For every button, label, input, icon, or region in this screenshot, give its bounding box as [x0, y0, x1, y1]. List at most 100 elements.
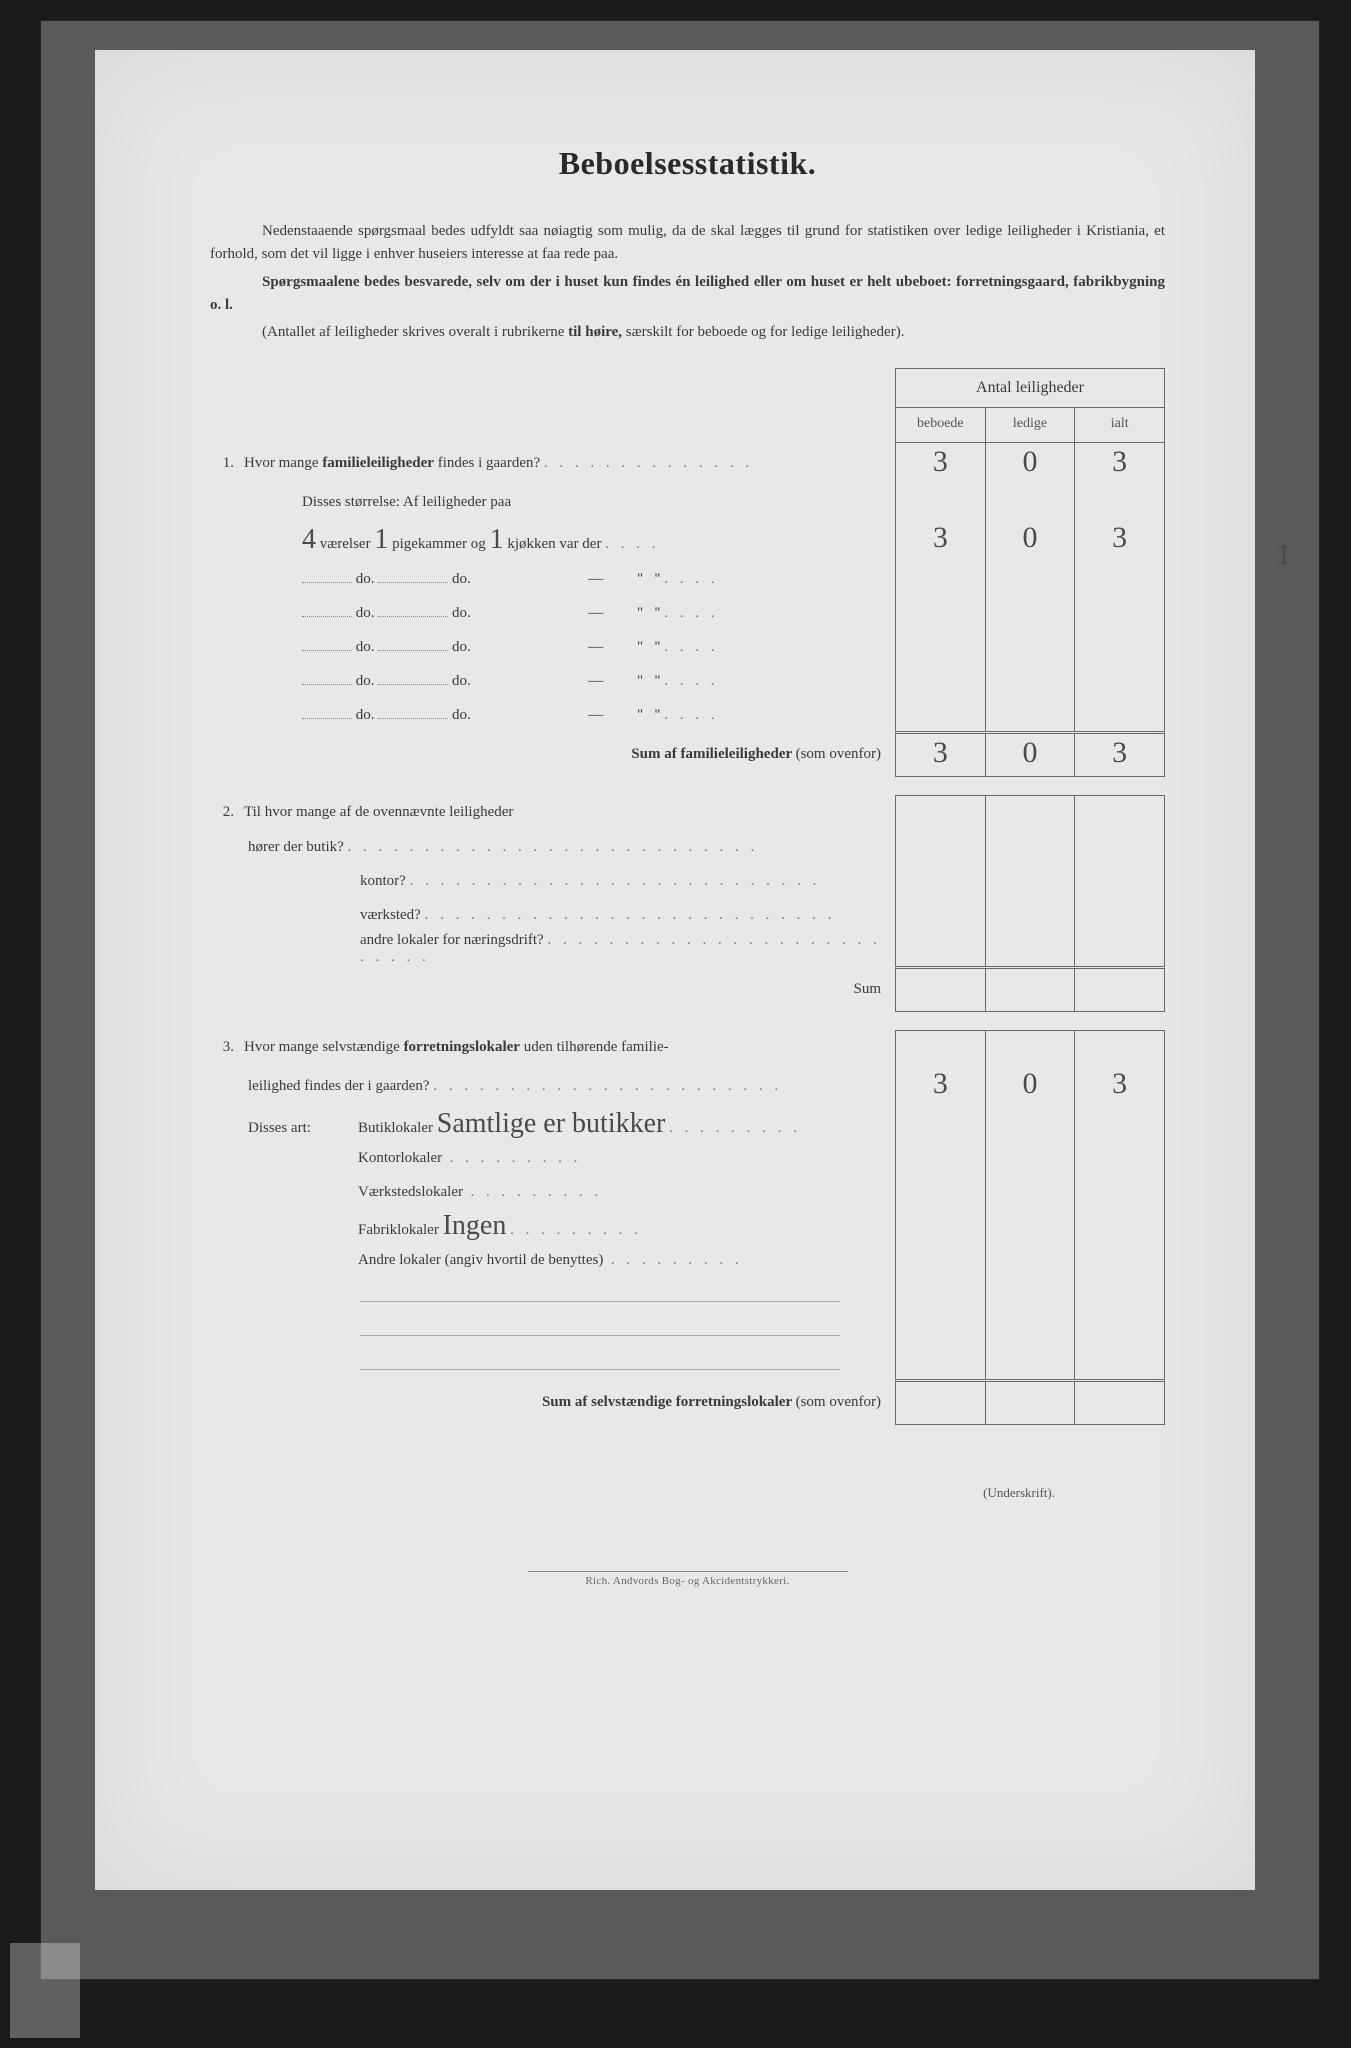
q2-sum-beboede — [896, 969, 986, 1011]
count-header-title: Antal leiligheder — [896, 369, 1164, 408]
q3-beboede: 3 — [896, 1065, 986, 1107]
q2-subrow: kontor? . . . . . . . . . . . . . . . . … — [210, 864, 895, 898]
q1-do-beboede — [896, 663, 986, 697]
q1-ledige: 0 — [986, 443, 1076, 485]
q3-cell — [896, 1277, 986, 1311]
q2-subrow: værksted? . . . . . . . . . . . . . . . … — [210, 898, 895, 932]
q1-label: 1.Hvor mange familieleiligheder findes i… — [210, 442, 895, 485]
q2-subrow: hører der butik? . . . . . . . . . . . .… — [210, 830, 895, 864]
printer-credit: Rich. Andvords Bog- og Akcidentstrykkeri… — [528, 1571, 848, 1587]
q3-cell — [986, 1243, 1076, 1277]
q2-cell — [986, 898, 1076, 932]
col-ledige: ledige — [986, 408, 1076, 442]
q3-cell — [1075, 1277, 1164, 1311]
q3-cell — [896, 1345, 986, 1379]
intro-paragraph-2: Spørgsmaalene bedes besvarede, selv om d… — [210, 271, 1165, 318]
q3-subrow: Andre lokaler (angiv hvortil de benyttes… — [210, 1243, 895, 1277]
q3-label-line1: 3.Hvor mange selvstændige forretningslok… — [210, 1030, 895, 1065]
form-table: Antal leiligheder beboede ledige ialt 1.… — [210, 368, 1165, 1425]
q3-blank-line — [210, 1311, 895, 1345]
q1-r1-beboede: 3 — [896, 519, 986, 561]
q3-blank-line — [210, 1345, 895, 1379]
q1-sum-ialt: 3 — [1075, 734, 1164, 776]
q3-cell — [986, 1311, 1076, 1345]
q3-label-line2: leilighed findes der i gaarden? . . . . … — [210, 1065, 895, 1107]
q3-ialt: 3 — [1075, 1065, 1164, 1107]
q2-cell — [1075, 864, 1164, 898]
q1-size-label: Disses størrelse: Af leiligheder paa — [210, 485, 895, 519]
q1-do-ialt — [1075, 595, 1164, 629]
q3-subrow: Disses art:Butiklokaler Samtlige er buti… — [210, 1107, 895, 1141]
q1-size-row-1: 4 værelser 1 pigekammer og 1 kjøkken var… — [210, 519, 895, 561]
q3-cell — [986, 1175, 1076, 1209]
q3-subrow: Fabriklokaler Ingen . . . . . . . . . — [210, 1209, 895, 1243]
q2-sum-ialt — [1075, 969, 1164, 1011]
q2-cell — [1075, 830, 1164, 864]
q1-sum-label: Sum af familieleiligheder (som ovenfor) — [210, 731, 895, 777]
q3-subrow: Værkstedslokaler . . . . . . . . . — [210, 1175, 895, 1209]
q1-do-beboede — [896, 697, 986, 731]
q1-do-ialt — [1075, 561, 1164, 595]
margin-annotation: 1 — [1276, 538, 1291, 572]
q2-cell — [1075, 932, 1164, 966]
q3-cell — [986, 1345, 1076, 1379]
q1-do-beboede — [896, 561, 986, 595]
q3-cell — [896, 1175, 986, 1209]
q3-cell — [1075, 1175, 1164, 1209]
q1-r1-ialt: 3 — [1075, 519, 1164, 561]
q3-blank-line — [210, 1277, 895, 1311]
q1-do-beboede — [896, 629, 986, 663]
col-ialt: ialt — [1075, 408, 1164, 442]
q1-do-ledige — [986, 595, 1076, 629]
q1-ialt: 3 — [1075, 443, 1164, 485]
q1-do-ledige — [986, 561, 1076, 595]
q3-cell — [986, 1107, 1076, 1141]
q1-do-ledige — [986, 663, 1076, 697]
q1-do-ialt — [1075, 629, 1164, 663]
q1-do-ialt — [1075, 697, 1164, 731]
q3-cell — [986, 1209, 1076, 1243]
q3-cell — [896, 1311, 986, 1345]
q1-do-ledige — [986, 629, 1076, 663]
q3-sum-ialt — [1075, 1382, 1164, 1424]
q2-label: 2.Til hvor mange af de ovennævnte leilig… — [210, 795, 895, 830]
q3-cell — [896, 1107, 986, 1141]
q3-cell — [986, 1141, 1076, 1175]
page-title: Beboelsesstatistik. — [210, 145, 1165, 182]
q3-sum-ledige — [986, 1382, 1076, 1424]
scan-artifact — [10, 1943, 80, 2038]
q3-cell — [896, 1243, 986, 1277]
q3-cell — [1075, 1345, 1164, 1379]
q2-cell — [986, 932, 1076, 966]
q1-r1-ledige: 0 — [986, 519, 1076, 561]
q1-do-ialt — [1075, 663, 1164, 697]
q3-cell — [986, 1277, 1076, 1311]
intro-paragraph-3: (Antallet af leiligheder skrives overalt… — [210, 321, 1165, 344]
q1-do-ledige — [986, 697, 1076, 731]
q3-cell — [1075, 1311, 1164, 1345]
q2-sum-label: Sum — [210, 966, 895, 1012]
document-page: Beboelsesstatistik. Nedenstaaende spørgs… — [95, 50, 1255, 1890]
q2-cell — [896, 898, 986, 932]
q2-cell — [896, 932, 986, 966]
q1-do-row: do. do. — " " . . . . — [210, 663, 895, 697]
q3-cell — [1075, 1243, 1164, 1277]
q2-cell — [896, 830, 986, 864]
q2-sum-ledige — [986, 969, 1076, 1011]
q3-subrow: Kontorlokaler . . . . . . . . . — [210, 1141, 895, 1175]
q2-subrow: andre lokaler for næringsdrift? . . . . … — [210, 932, 895, 966]
q1-do-row: do. do. — " " . . . . — [210, 595, 895, 629]
q1-sum-ledige: 0 — [986, 734, 1076, 776]
col-beboede: beboede — [896, 408, 986, 442]
intro-paragraph-1: Nedenstaaende spørgsmaal bedes udfyldt s… — [210, 220, 1165, 267]
signature-label: (Underskrift). — [210, 1485, 1165, 1501]
q1-do-row: do. do. — " " . . . . — [210, 629, 895, 663]
q1-sum-beboede: 3 — [896, 734, 986, 776]
q1-beboede: 3 — [896, 443, 986, 485]
q1-do-row: do. do. — " " . . . . — [210, 561, 895, 595]
q3-cell — [1075, 1107, 1164, 1141]
q3-cell — [896, 1141, 986, 1175]
q3-cell — [896, 1209, 986, 1243]
q3-cell — [1075, 1209, 1164, 1243]
q2-cell — [986, 830, 1076, 864]
